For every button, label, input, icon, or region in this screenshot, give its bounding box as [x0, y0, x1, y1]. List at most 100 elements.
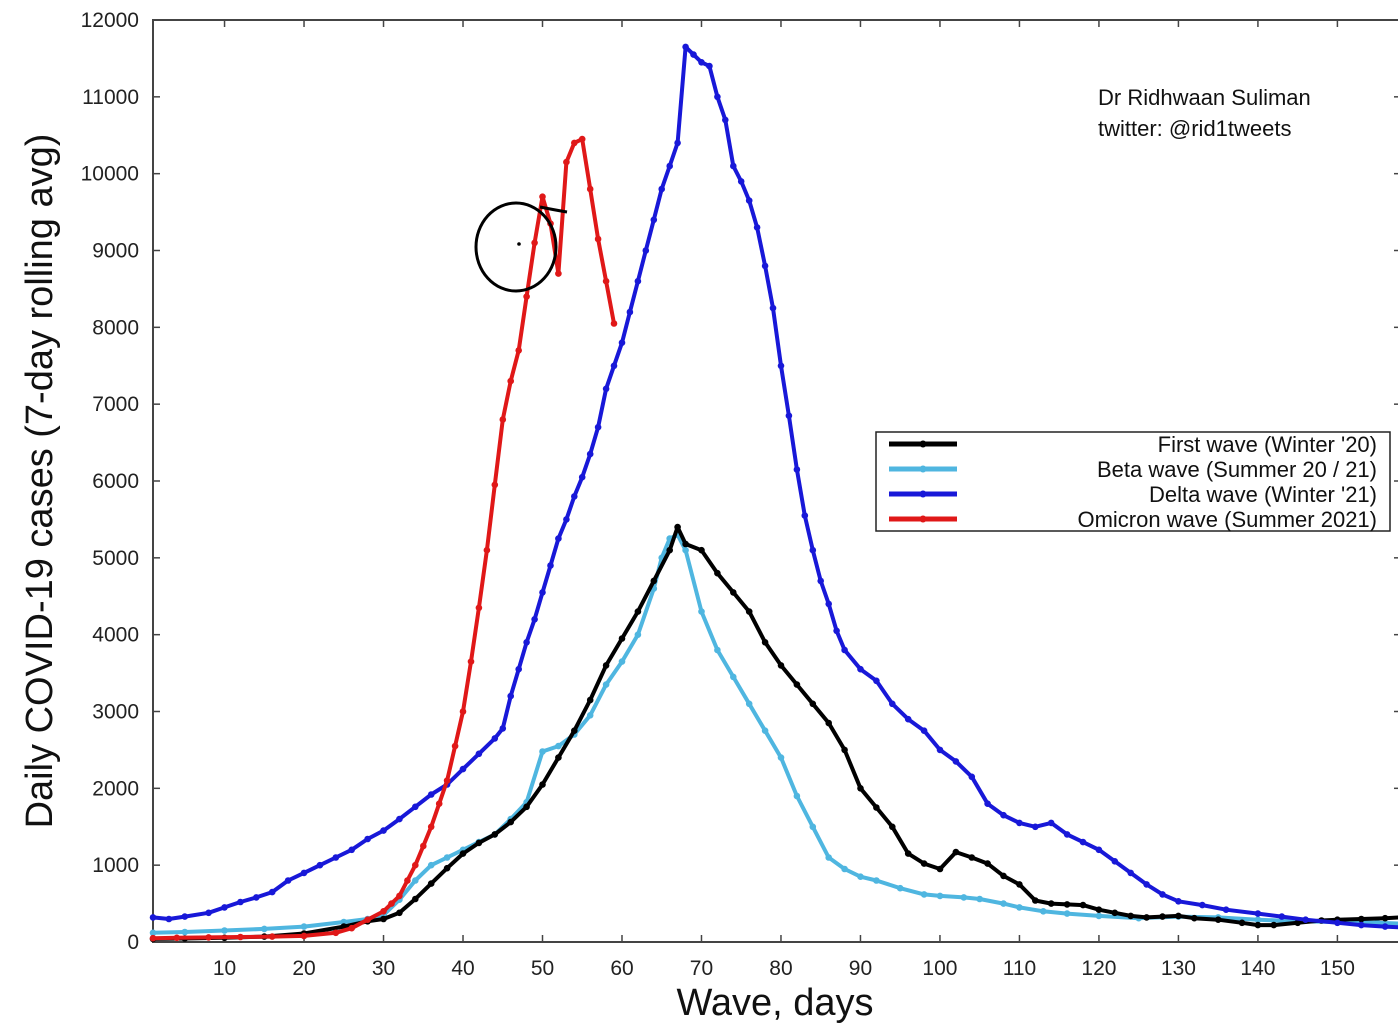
- data-point: [642, 247, 650, 254]
- data-point: [841, 646, 848, 654]
- data-point: [451, 742, 459, 750]
- data-point: [531, 239, 538, 247]
- data-point: [682, 43, 689, 51]
- y-tick-label: 10000: [81, 163, 139, 186]
- data-point: [714, 93, 721, 101]
- data-point: [841, 746, 848, 754]
- y-axis-label: Daily COVID-19 cases (7-day rolling avg): [19, 134, 61, 829]
- data-point: [149, 914, 157, 921]
- data-point: [761, 262, 769, 270]
- data-point: [952, 848, 960, 856]
- data-point: [745, 700, 753, 708]
- data-point: [952, 758, 960, 765]
- data-point: [1047, 900, 1055, 907]
- data-point: [348, 924, 356, 932]
- data-point: [920, 727, 928, 734]
- data-point: [555, 270, 562, 277]
- data-point: [491, 831, 499, 838]
- data-point: [896, 884, 904, 892]
- data-point: [1016, 904, 1023, 911]
- y-tick-label: 12000: [81, 9, 139, 32]
- data-point: [841, 865, 848, 873]
- data-point: [618, 658, 626, 665]
- data-point: [1175, 912, 1182, 920]
- x-tick-label: 130: [1161, 957, 1196, 980]
- data-point: [1016, 881, 1023, 888]
- data-point: [364, 835, 371, 843]
- data-point: [1032, 897, 1039, 904]
- x-tick-label: 10: [213, 957, 236, 980]
- data-point: [857, 665, 864, 673]
- data-point: [682, 540, 689, 548]
- data-point: [205, 909, 212, 917]
- data-point: [1079, 838, 1087, 846]
- data-point: [531, 616, 538, 623]
- data-point: [1095, 846, 1103, 854]
- y-tick-label: 1000: [92, 854, 139, 877]
- data-point: [777, 662, 785, 669]
- data-point: [364, 916, 371, 923]
- legend-marker: [919, 515, 927, 523]
- y-tick-label: 6000: [92, 470, 139, 493]
- data-point: [960, 894, 968, 901]
- credit: Dr Ridhwaan Suliman twitter: @rid1tweets: [1098, 85, 1311, 141]
- data-point: [1254, 921, 1262, 929]
- data-point: [785, 412, 793, 420]
- x-tick-label: 120: [1081, 957, 1116, 980]
- data-point: [412, 803, 419, 811]
- data-point: [348, 846, 356, 854]
- x-tick-label: 60: [610, 957, 633, 980]
- data-point: [475, 839, 483, 847]
- data-point: [602, 662, 610, 669]
- data-point: [1358, 915, 1365, 923]
- data-point: [1063, 831, 1071, 838]
- legend: First wave (Winter '20)Beta wave (Summer…: [875, 431, 1391, 532]
- data-point: [761, 727, 769, 734]
- x-tick-label: 140: [1240, 957, 1275, 980]
- data-point: [722, 116, 729, 124]
- data-point: [674, 523, 681, 531]
- data-point: [571, 727, 578, 734]
- x-tick-label: 50: [531, 957, 554, 980]
- data-point: [1191, 914, 1198, 922]
- data-point: [730, 589, 737, 596]
- data-point: [825, 600, 832, 608]
- data-point: [698, 546, 705, 554]
- data-point: [1175, 898, 1182, 905]
- data-point: [594, 235, 602, 243]
- data-point: [1127, 869, 1134, 877]
- y-tick-label: 4000: [92, 624, 139, 647]
- data-point: [459, 850, 467, 857]
- data-point: [571, 493, 578, 500]
- legend-label: Beta wave (Summer 20 / 21): [1097, 457, 1377, 482]
- data-point: [412, 895, 419, 903]
- data-point: [388, 900, 395, 907]
- data-point: [936, 865, 944, 873]
- data-point: [706, 62, 713, 70]
- y-tick-label: 3000: [92, 701, 139, 724]
- data-point: [1143, 914, 1150, 921]
- data-point: [1047, 819, 1055, 827]
- data-point: [507, 692, 514, 700]
- data-point: [483, 546, 491, 554]
- data-point: [873, 677, 880, 685]
- data-point: [1159, 891, 1166, 898]
- data-point: [237, 933, 244, 941]
- data-point: [261, 925, 268, 933]
- data-point: [904, 850, 912, 857]
- x-tick-label: 150: [1320, 957, 1355, 980]
- series-line: [151, 525, 1398, 941]
- data-point: [1079, 901, 1087, 909]
- data-point: [1000, 900, 1007, 907]
- data-point: [793, 792, 801, 800]
- data-point: [1254, 910, 1262, 917]
- data-point: [1016, 819, 1023, 827]
- legend-marker: [919, 465, 927, 473]
- data-point: [396, 909, 403, 917]
- x-tick-label: 40: [451, 957, 474, 980]
- data-point: [380, 915, 387, 923]
- data-point: [396, 892, 403, 900]
- data-point: [761, 639, 769, 646]
- data-point: [475, 750, 483, 758]
